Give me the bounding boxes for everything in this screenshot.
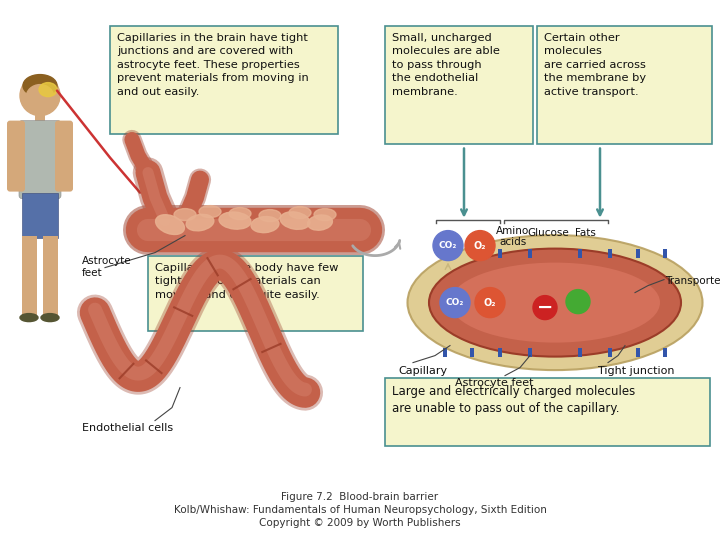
- Bar: [578, 248, 582, 258]
- FancyBboxPatch shape: [385, 377, 710, 446]
- Text: O₂: O₂: [474, 241, 486, 251]
- Text: Certain other
molecules
are carried across
the membrane by
active transport.: Certain other molecules are carried acro…: [544, 32, 646, 97]
- Ellipse shape: [41, 314, 59, 322]
- Text: Copyright © 2009 by Worth Publishers: Copyright © 2009 by Worth Publishers: [259, 518, 461, 528]
- Circle shape: [475, 288, 505, 318]
- Ellipse shape: [229, 207, 251, 220]
- Text: Glucose: Glucose: [527, 227, 569, 238]
- Ellipse shape: [429, 248, 681, 356]
- Ellipse shape: [39, 83, 57, 97]
- FancyBboxPatch shape: [19, 120, 61, 199]
- Ellipse shape: [450, 262, 660, 342]
- Text: CO₂: CO₂: [438, 241, 457, 250]
- Text: Large and electrically charged molecules
are unable to pass out of the capillary: Large and electrically charged molecules…: [392, 384, 635, 415]
- Text: O₂: O₂: [484, 298, 496, 308]
- Ellipse shape: [186, 214, 214, 231]
- Text: Capillary: Capillary: [398, 366, 447, 376]
- Text: Capillaries in the body have few
tight junctions. Materials can
move in and out : Capillaries in the body have few tight j…: [155, 262, 338, 300]
- Text: Astrocyte feet: Astrocyte feet: [455, 377, 534, 388]
- FancyBboxPatch shape: [43, 235, 58, 315]
- Ellipse shape: [289, 207, 311, 219]
- Text: Amino
acids: Amino acids: [496, 226, 530, 247]
- Bar: [443, 348, 447, 356]
- FancyBboxPatch shape: [22, 193, 58, 238]
- Ellipse shape: [307, 215, 333, 230]
- Ellipse shape: [199, 206, 221, 218]
- Ellipse shape: [156, 215, 184, 234]
- FancyBboxPatch shape: [537, 25, 712, 144]
- Bar: [578, 348, 582, 356]
- Circle shape: [566, 289, 590, 314]
- Bar: [470, 348, 474, 356]
- Text: Transporter: Transporter: [665, 275, 720, 286]
- Bar: [498, 248, 502, 258]
- Bar: [608, 248, 612, 258]
- Ellipse shape: [23, 75, 57, 97]
- Circle shape: [433, 231, 463, 261]
- Bar: [528, 248, 532, 258]
- Text: Figure 7.2  Blood-brain barrier: Figure 7.2 Blood-brain barrier: [282, 492, 438, 502]
- Circle shape: [20, 76, 60, 116]
- Circle shape: [533, 295, 557, 320]
- Ellipse shape: [314, 208, 336, 221]
- Ellipse shape: [174, 208, 196, 221]
- Ellipse shape: [280, 212, 310, 230]
- Bar: [636, 248, 640, 258]
- FancyBboxPatch shape: [385, 25, 533, 144]
- Ellipse shape: [26, 85, 54, 111]
- FancyBboxPatch shape: [110, 25, 338, 133]
- Text: Endothelial cells: Endothelial cells: [82, 423, 173, 433]
- Bar: [663, 248, 667, 258]
- Text: Kolb/Whishaw: Fundamentals of Human Neuropsychology, Sixth Edition: Kolb/Whishaw: Fundamentals of Human Neur…: [174, 505, 546, 515]
- Bar: [528, 348, 532, 356]
- Ellipse shape: [251, 217, 279, 233]
- Bar: [636, 348, 640, 356]
- FancyBboxPatch shape: [148, 255, 363, 330]
- Text: CO₂: CO₂: [446, 298, 464, 307]
- Text: −: −: [537, 298, 553, 317]
- FancyBboxPatch shape: [35, 113, 45, 125]
- Text: Capillaries in the brain have tight
junctions and are covered with
astrocyte fee: Capillaries in the brain have tight junc…: [117, 32, 309, 97]
- Circle shape: [440, 288, 470, 318]
- Circle shape: [465, 231, 495, 261]
- Ellipse shape: [219, 212, 251, 229]
- Text: Astrocyte
feet: Astrocyte feet: [82, 255, 132, 278]
- FancyBboxPatch shape: [7, 120, 25, 192]
- Bar: [443, 248, 447, 258]
- Text: Fats: Fats: [575, 227, 595, 238]
- Text: Tight junction: Tight junction: [598, 366, 675, 376]
- Ellipse shape: [259, 210, 281, 221]
- Ellipse shape: [20, 314, 38, 322]
- Ellipse shape: [408, 235, 703, 370]
- Bar: [498, 348, 502, 356]
- FancyBboxPatch shape: [22, 235, 37, 315]
- Bar: [663, 348, 667, 356]
- Text: Small, uncharged
molecules are able
to pass through
the endothelial
membrane.: Small, uncharged molecules are able to p…: [392, 32, 500, 97]
- Bar: [470, 248, 474, 258]
- FancyBboxPatch shape: [55, 120, 73, 192]
- Bar: [608, 348, 612, 356]
